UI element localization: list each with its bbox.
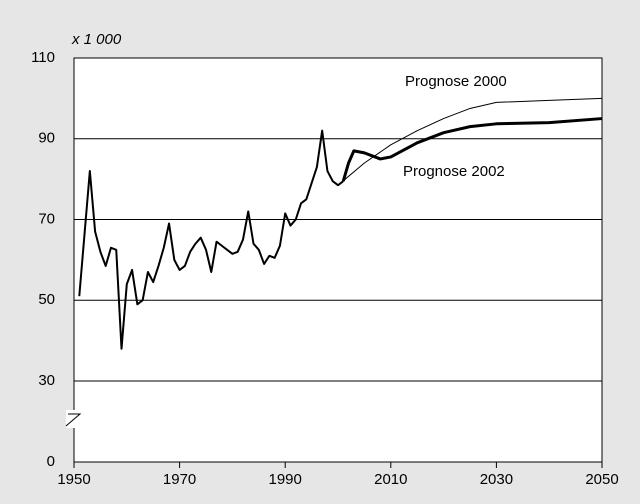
x-tick-label: 1950 <box>57 471 90 488</box>
line-series <box>78 129 344 350</box>
y-tick-label: 70 <box>38 210 55 227</box>
y-tick-label: 30 <box>38 372 55 389</box>
x-tick-label: 2030 <box>480 471 513 488</box>
y-tick-label: 110 <box>31 49 55 66</box>
y-tick-label: 90 <box>38 130 55 147</box>
x-tick-label: 2050 <box>585 471 618 488</box>
x-tick-label: 1970 <box>163 471 196 488</box>
plot-area <box>73 57 603 463</box>
line-series <box>341 117 603 182</box>
x-tick-label: 1990 <box>269 471 302 488</box>
axis-break <box>65 413 82 427</box>
unit-annotation: x 1 000 <box>71 31 122 48</box>
series-label: Prognose 2000 <box>405 73 507 90</box>
y-tick-label: 0 <box>47 453 55 470</box>
series-label: Prognose 2002 <box>403 163 505 180</box>
y-tick-label: 50 <box>38 291 55 308</box>
x-tick-label: 2010 <box>374 471 407 488</box>
